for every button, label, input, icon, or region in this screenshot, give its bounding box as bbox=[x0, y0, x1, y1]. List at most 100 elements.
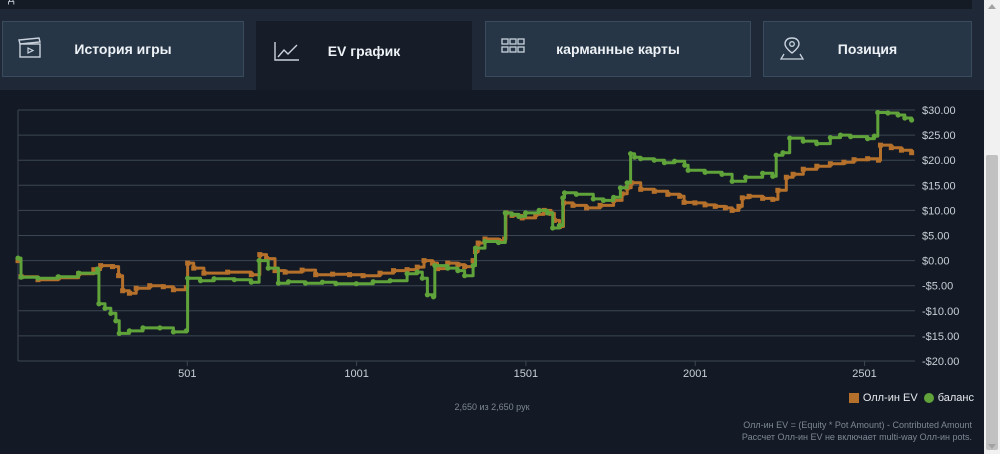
data-point-balance bbox=[544, 210, 551, 216]
data-point-balance bbox=[470, 263, 476, 269]
data-point-balance bbox=[319, 279, 326, 285]
data-point-allin-ev bbox=[877, 142, 883, 148]
data-point-balance bbox=[185, 275, 191, 281]
data-point-allin-ev bbox=[225, 269, 231, 275]
y-tick-label: $30.00 bbox=[922, 105, 956, 117]
tab-pocket-cards[interactable]: карманные карты bbox=[485, 21, 751, 77]
data-point-balance bbox=[256, 258, 262, 264]
data-point-balance bbox=[885, 110, 891, 116]
data-point-balance bbox=[419, 275, 425, 281]
tab-position[interactable]: Позиция bbox=[763, 21, 972, 77]
data-point-balance bbox=[509, 211, 515, 218]
data-point-balance bbox=[632, 154, 638, 160]
data-point-allin-ev bbox=[126, 290, 132, 296]
scroll-down-arrow-icon[interactable] bbox=[988, 444, 996, 449]
data-point-allin-ev bbox=[455, 262, 461, 268]
tab-label: EV график bbox=[327, 43, 401, 59]
data-point-allin-ev bbox=[638, 186, 644, 192]
data-point-allin-ev bbox=[533, 211, 539, 217]
data-point-balance bbox=[414, 269, 420, 275]
data-point-balance bbox=[211, 276, 217, 282]
data-point-balance bbox=[370, 279, 376, 285]
data-point-balance bbox=[590, 196, 596, 202]
data-point-balance bbox=[302, 280, 309, 286]
data-point-balance bbox=[556, 222, 563, 229]
data-point-balance bbox=[671, 158, 678, 164]
data-point-balance bbox=[651, 157, 657, 163]
data-point-allin-ev bbox=[272, 268, 278, 274]
data-point-balance bbox=[561, 190, 568, 196]
data-point-balance bbox=[333, 281, 339, 287]
y-tick-label: -$5.00 bbox=[922, 281, 953, 293]
data-point-balance bbox=[248, 279, 254, 285]
data-point-balance bbox=[183, 328, 189, 334]
top-bar: д bbox=[0, 0, 972, 9]
data-point-balance bbox=[455, 268, 461, 274]
data-point-allin-ev bbox=[360, 273, 366, 279]
data-point-allin-ev bbox=[841, 159, 847, 165]
data-point-balance bbox=[902, 115, 908, 121]
data-point-balance bbox=[113, 318, 119, 324]
data-point-balance bbox=[462, 273, 468, 279]
data-point-balance bbox=[827, 135, 833, 141]
data-point-balance bbox=[430, 294, 437, 300]
data-point-balance bbox=[116, 330, 122, 336]
data-point-allin-ev bbox=[120, 288, 126, 294]
data-point-allin-ev bbox=[551, 217, 557, 223]
y-tick-label: $25.00 bbox=[922, 130, 956, 142]
data-point-allin-ev bbox=[330, 271, 336, 277]
data-point-balance bbox=[627, 151, 634, 157]
data-point-balance bbox=[126, 328, 133, 334]
tab-label: Позиция bbox=[837, 41, 898, 57]
data-point-allin-ev bbox=[800, 166, 806, 172]
data-point-balance bbox=[729, 178, 735, 184]
data-point-allin-ev bbox=[201, 270, 207, 276]
x-tick-label: 1501 bbox=[514, 368, 538, 380]
top-bar-text: д bbox=[8, 0, 14, 5]
data-point-balance bbox=[15, 255, 21, 261]
data-point-balance bbox=[600, 197, 607, 203]
y-tick-label: $15.00 bbox=[922, 180, 956, 192]
data-point-balance bbox=[157, 325, 163, 331]
y-tick-label: -$10.00 bbox=[922, 306, 959, 318]
data-point-allin-ev bbox=[570, 202, 576, 208]
data-point-allin-ev bbox=[347, 272, 353, 278]
data-point-balance bbox=[624, 180, 630, 186]
data-point-balance bbox=[743, 174, 749, 180]
line-chart-icon bbox=[274, 42, 299, 61]
data-point-balance bbox=[573, 191, 579, 197]
data-point-allin-ev bbox=[191, 265, 197, 271]
tab-label: История игры bbox=[74, 41, 172, 57]
scroll-up-arrow-icon[interactable] bbox=[988, 4, 996, 9]
data-point-balance bbox=[96, 301, 102, 307]
data-point-allin-ev bbox=[677, 193, 683, 199]
data-point-balance bbox=[682, 162, 688, 168]
data-point-balance bbox=[387, 278, 393, 284]
data-point-balance bbox=[353, 281, 359, 287]
data-point-allin-ev bbox=[377, 270, 383, 276]
data-point-allin-ev bbox=[898, 147, 904, 153]
data-point-allin-ev bbox=[814, 163, 820, 169]
data-point-allin-ev bbox=[475, 240, 481, 246]
data-point-allin-ev bbox=[770, 196, 776, 202]
data-point-allin-ev bbox=[651, 188, 657, 194]
y-tick-label: $5.00 bbox=[922, 231, 950, 243]
data-point-balance bbox=[773, 152, 779, 158]
data-point-allin-ev bbox=[619, 191, 625, 197]
y-tick-label: -$20.00 bbox=[922, 356, 959, 368]
data-point-allin-ev bbox=[827, 161, 833, 167]
data-point-allin-ev bbox=[702, 202, 708, 208]
footnote-formula: Олл-ин EV = (Equity * Pot Amount) - Cont… bbox=[743, 420, 972, 430]
data-point-balance bbox=[787, 135, 793, 141]
data-point-balance bbox=[35, 275, 41, 281]
data-point-balance bbox=[814, 141, 820, 147]
data-point-balance bbox=[285, 279, 292, 285]
scrollbar-thumb[interactable] bbox=[986, 155, 998, 450]
data-point-allin-ev bbox=[98, 263, 104, 269]
tab-ev-chart[interactable]: EV график bbox=[256, 21, 472, 90]
data-point-balance bbox=[275, 280, 281, 286]
tab-game-history[interactable]: История игры bbox=[2, 21, 244, 77]
data-point-balance bbox=[18, 274, 24, 280]
data-point-allin-ev bbox=[404, 267, 410, 273]
data-point-allin-ev bbox=[147, 283, 153, 289]
